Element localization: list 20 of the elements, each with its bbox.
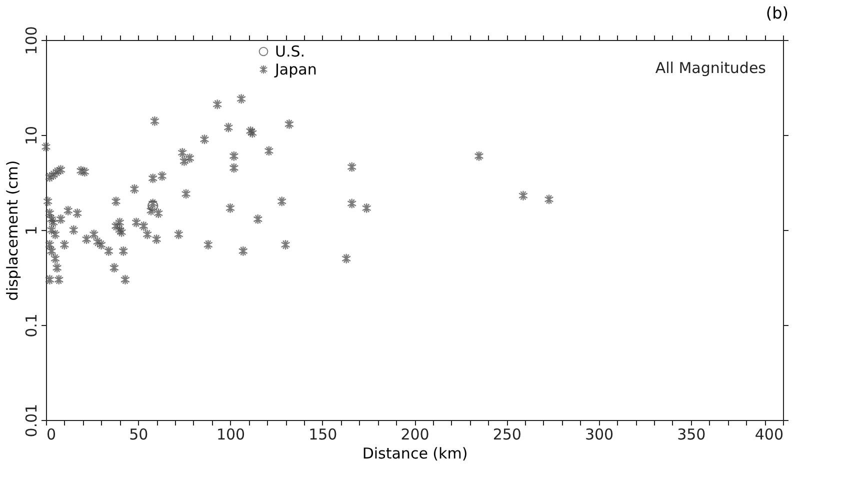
y-axis-title: displacement (cm) — [4, 160, 22, 301]
x-tick-label: 400 — [754, 426, 784, 444]
y-tick-label: 10 — [22, 126, 40, 146]
chart-title: (b) — [766, 4, 788, 23]
annotation: All Magnitudes — [655, 59, 766, 77]
x-tick-label: 300 — [584, 426, 614, 444]
x-tick-label: 100 — [216, 426, 246, 444]
x-tick-label: 0 — [46, 426, 56, 444]
y-tick-label: 100 — [22, 26, 40, 55]
x-tick-label: 250 — [492, 426, 522, 444]
y-tick-label: 1 — [22, 226, 40, 236]
x-tick-label: 200 — [400, 426, 430, 444]
x-tick-label: 350 — [677, 426, 706, 444]
legend-label: Japan — [274, 60, 317, 78]
legend-label: U.S. — [275, 42, 306, 60]
x-tick-label: 150 — [308, 426, 338, 444]
x-tick-label: 50 — [129, 426, 148, 444]
x-axis-title: Distance (km) — [362, 444, 468, 462]
y-tick-label: 0.01 — [22, 404, 40, 438]
y-tick-label: 0.1 — [22, 314, 40, 338]
